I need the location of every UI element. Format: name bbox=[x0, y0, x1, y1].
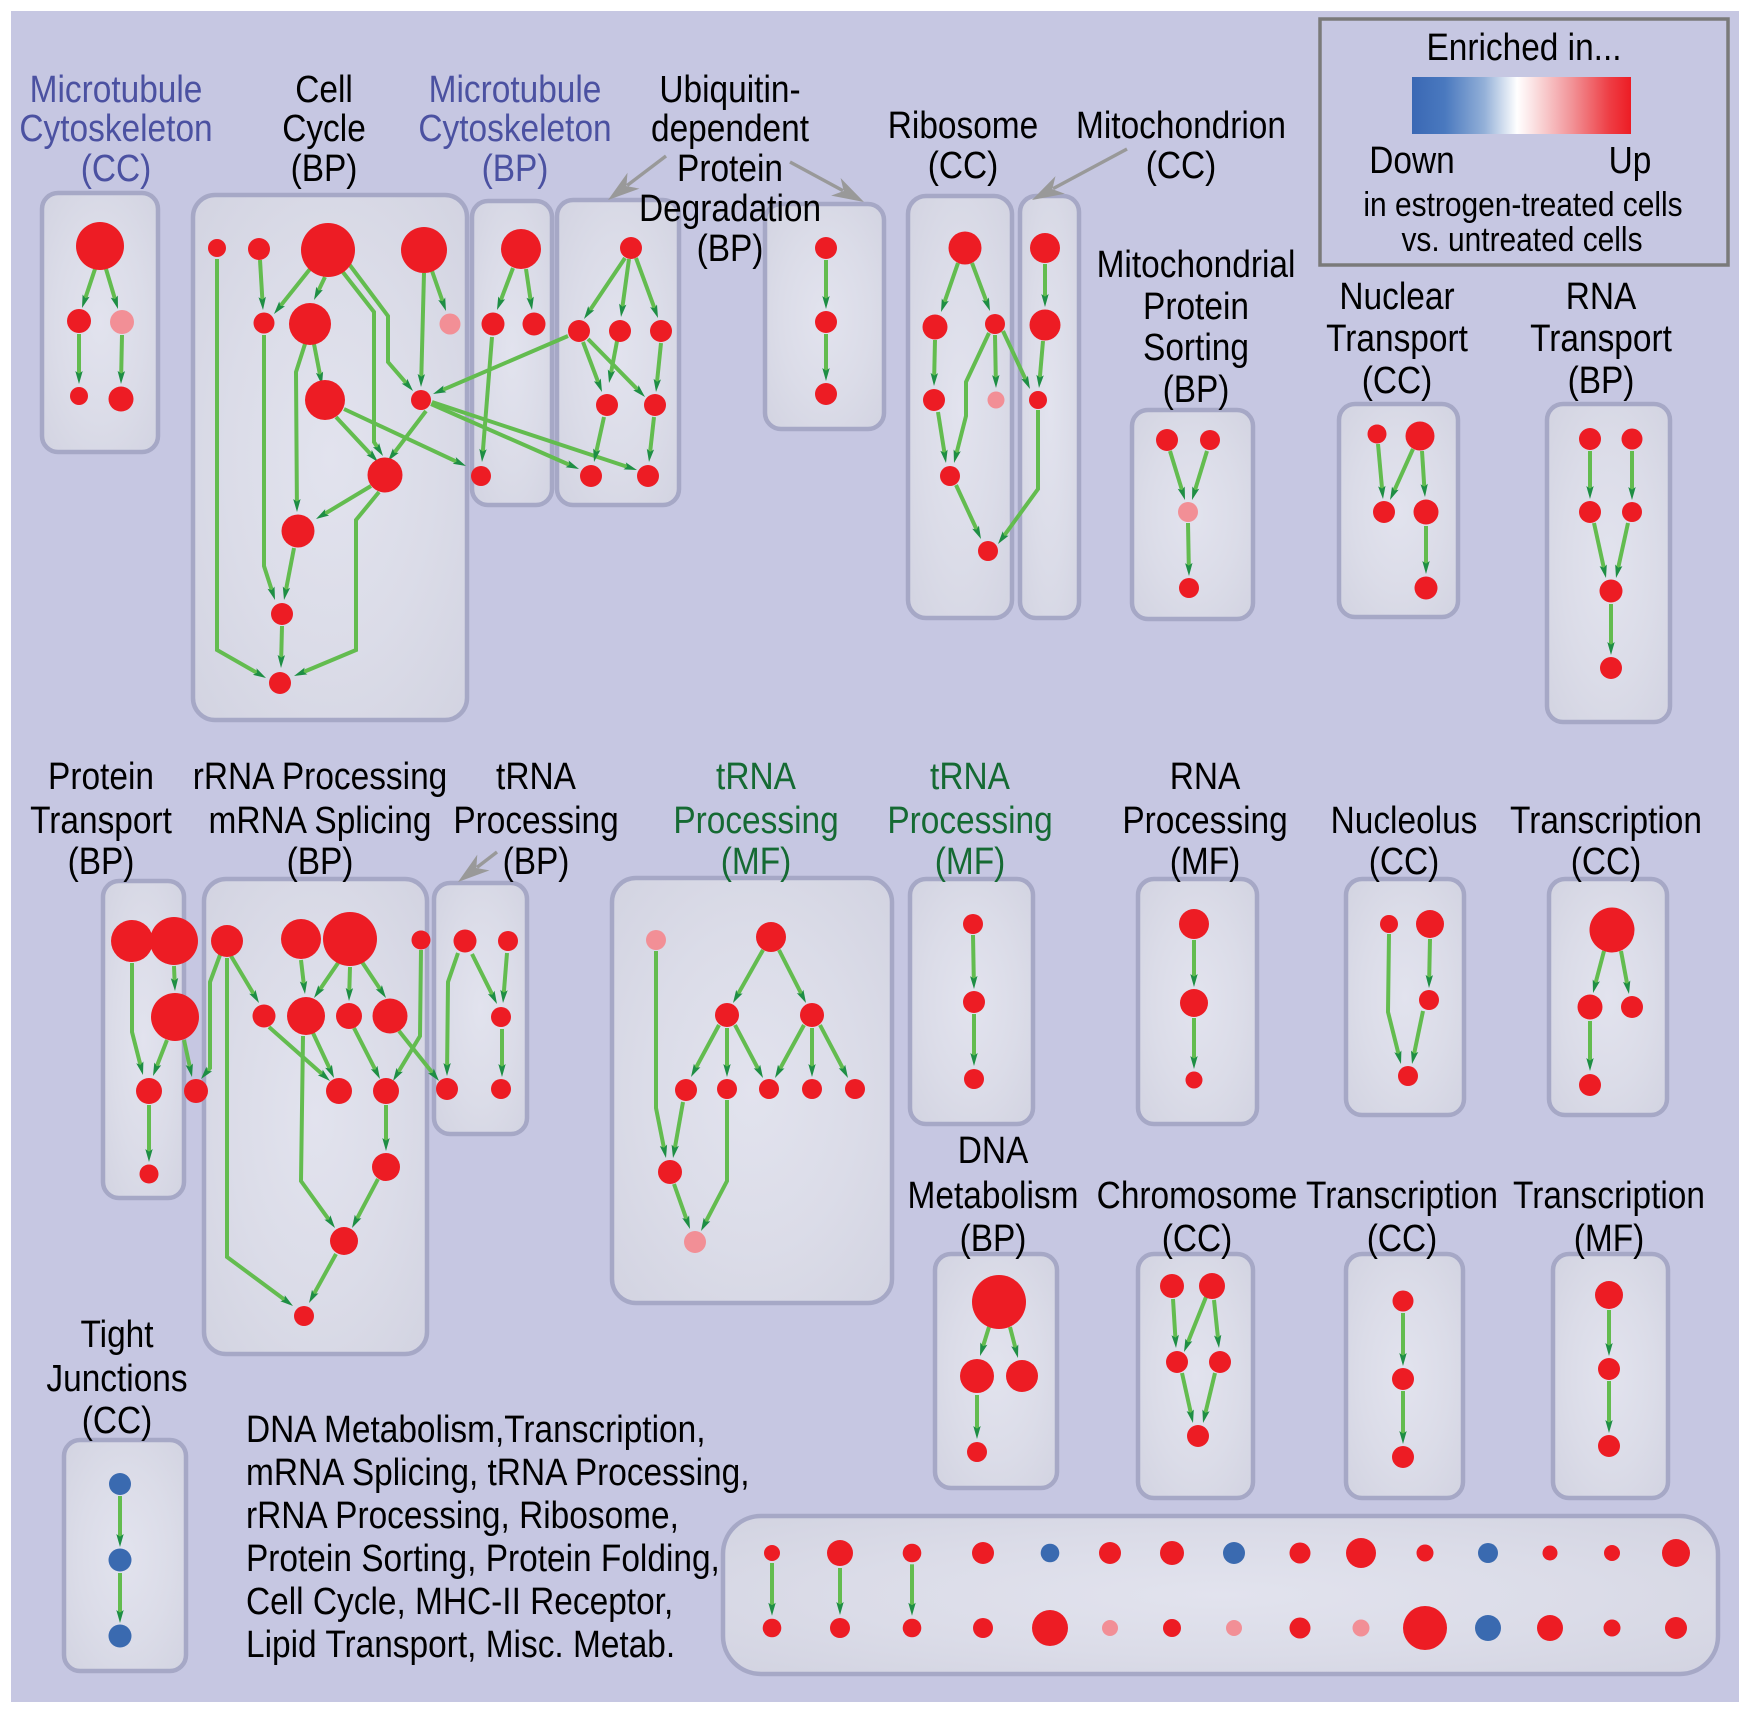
svg-text:Cell Cycle, MHC-II Receptor,: Cell Cycle, MHC-II Receptor, bbox=[246, 1580, 673, 1622]
svg-text:vs. untreated cells: vs. untreated cells bbox=[1401, 220, 1642, 258]
svg-text:(BP): (BP) bbox=[697, 227, 764, 269]
svg-text:mRNA Splicing, tRNA Processing: mRNA Splicing, tRNA Processing, bbox=[246, 1451, 749, 1493]
svg-text:Protein: Protein bbox=[677, 147, 783, 189]
svg-text:rRNA Processing: rRNA Processing bbox=[193, 755, 448, 797]
svg-text:(BP): (BP) bbox=[482, 147, 549, 189]
svg-text:Lipid Transport, Misc. Metab.: Lipid Transport, Misc. Metab. bbox=[246, 1623, 675, 1665]
svg-text:Protein: Protein bbox=[1143, 285, 1249, 327]
svg-text:(BP): (BP) bbox=[960, 1217, 1027, 1259]
svg-text:Enriched in...: Enriched in... bbox=[1426, 26, 1621, 68]
svg-text:tRNA: tRNA bbox=[930, 755, 1010, 797]
svg-text:Cytoskeleton: Cytoskeleton bbox=[19, 107, 212, 149]
svg-text:(BP): (BP) bbox=[291, 147, 358, 189]
svg-text:(CC): (CC) bbox=[82, 1399, 153, 1441]
svg-text:(CC): (CC) bbox=[928, 144, 999, 186]
svg-text:(CC): (CC) bbox=[81, 147, 152, 189]
svg-text:DNA Metabolism,Transcription,: DNA Metabolism,Transcription, bbox=[246, 1408, 705, 1450]
svg-text:Transport: Transport bbox=[1530, 317, 1672, 359]
svg-text:Transport: Transport bbox=[1326, 317, 1468, 359]
svg-text:Up: Up bbox=[1609, 139, 1652, 181]
svg-text:Degradation: Degradation bbox=[639, 187, 821, 229]
svg-text:(BP): (BP) bbox=[68, 840, 135, 882]
svg-text:(CC): (CC) bbox=[1571, 840, 1642, 882]
svg-text:(BP): (BP) bbox=[1163, 368, 1230, 410]
svg-text:(CC): (CC) bbox=[1162, 1217, 1233, 1259]
svg-text:tRNA: tRNA bbox=[496, 755, 576, 797]
svg-text:Cycle: Cycle bbox=[282, 107, 366, 149]
svg-text:Junctions: Junctions bbox=[46, 1357, 187, 1399]
svg-text:Processing: Processing bbox=[1122, 799, 1287, 841]
svg-text:(MF): (MF) bbox=[721, 840, 792, 882]
svg-text:RNA: RNA bbox=[1566, 275, 1637, 317]
svg-text:(CC): (CC) bbox=[1367, 1217, 1438, 1259]
svg-text:Mitochondrion: Mitochondrion bbox=[1076, 104, 1286, 146]
svg-text:Mitochondrial: Mitochondrial bbox=[1097, 243, 1296, 285]
svg-text:Cytoskeleton: Cytoskeleton bbox=[418, 107, 611, 149]
svg-text:Sorting: Sorting bbox=[1143, 326, 1249, 368]
svg-text:rRNA Processing, Ribosome,: rRNA Processing, Ribosome, bbox=[246, 1494, 679, 1536]
svg-text:Nuclear: Nuclear bbox=[1339, 275, 1454, 317]
svg-text:Transcription: Transcription bbox=[1513, 1174, 1705, 1216]
svg-text:(MF): (MF) bbox=[1170, 840, 1241, 882]
svg-text:in estrogen-treated cells: in estrogen-treated cells bbox=[1363, 185, 1682, 223]
svg-text:(MF): (MF) bbox=[1574, 1217, 1645, 1259]
svg-text:Ubiquitin-: Ubiquitin- bbox=[659, 68, 800, 110]
svg-text:Ribosome: Ribosome bbox=[888, 104, 1039, 146]
svg-text:Protein: Protein bbox=[48, 755, 154, 797]
svg-text:(CC): (CC) bbox=[1369, 840, 1440, 882]
svg-text:(MF): (MF) bbox=[935, 840, 1006, 882]
svg-text:Processing: Processing bbox=[673, 799, 838, 841]
svg-text:Protein Sorting, Protein Foldi: Protein Sorting, Protein Folding, bbox=[246, 1537, 720, 1579]
svg-text:Transcription: Transcription bbox=[1306, 1174, 1498, 1216]
svg-text:Tight: Tight bbox=[80, 1313, 153, 1355]
svg-text:Nucleolus: Nucleolus bbox=[1331, 799, 1478, 841]
svg-text:tRNA: tRNA bbox=[716, 755, 796, 797]
svg-text:(CC): (CC) bbox=[1362, 359, 1433, 401]
svg-text:mRNA Splicing: mRNA Splicing bbox=[209, 799, 432, 841]
svg-text:(CC): (CC) bbox=[1146, 144, 1217, 186]
svg-text:(BP): (BP) bbox=[503, 840, 570, 882]
svg-text:DNA: DNA bbox=[958, 1129, 1029, 1171]
svg-text:(BP): (BP) bbox=[1568, 359, 1635, 401]
svg-text:Processing: Processing bbox=[887, 799, 1052, 841]
svg-text:Transport: Transport bbox=[30, 799, 172, 841]
svg-text:RNA: RNA bbox=[1170, 755, 1241, 797]
svg-text:Metabolism: Metabolism bbox=[908, 1174, 1079, 1216]
svg-text:Chromosome: Chromosome bbox=[1097, 1174, 1298, 1216]
svg-text:Down: Down bbox=[1369, 139, 1454, 181]
svg-text:(BP): (BP) bbox=[287, 840, 354, 882]
svg-text:Transcription: Transcription bbox=[1510, 799, 1702, 841]
svg-text:Cell: Cell bbox=[295, 68, 353, 110]
svg-text:Processing: Processing bbox=[453, 799, 618, 841]
svg-text:Microtubule: Microtubule bbox=[429, 68, 602, 110]
svg-text:Microtubule: Microtubule bbox=[30, 68, 203, 110]
svg-text:dependent: dependent bbox=[651, 107, 809, 149]
